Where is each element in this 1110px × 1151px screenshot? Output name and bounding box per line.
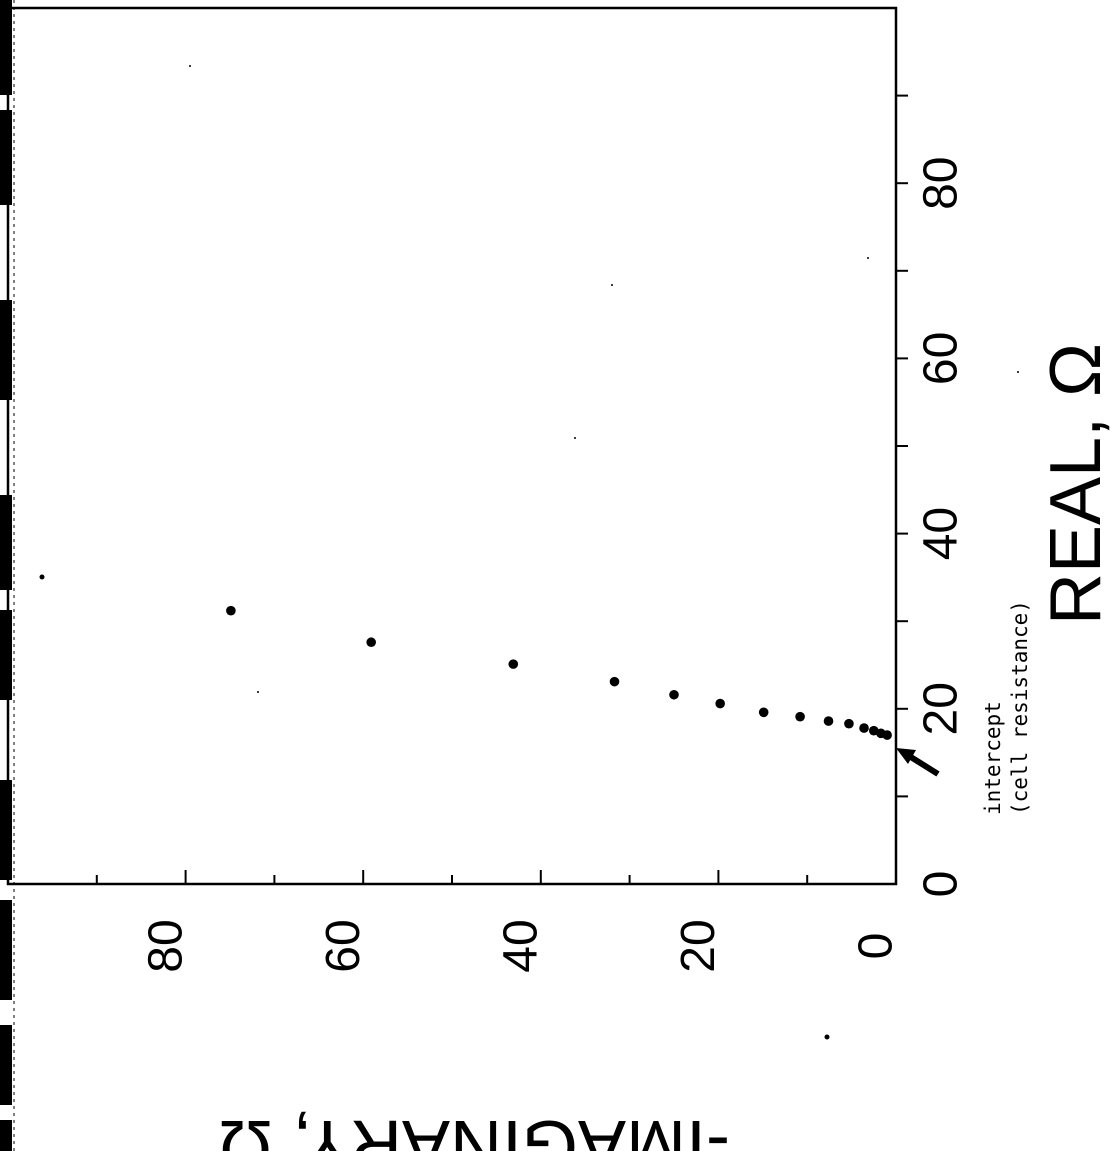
data-point [795, 711, 805, 722]
film-edge-strip [0, 0, 15, 1151]
x-axis-title: REAL, Ω [1036, 343, 1110, 625]
plot-frame [6, 6, 898, 886]
data-point [609, 676, 620, 687]
real-tick-label: 0 [915, 871, 968, 898]
annotation-line-1: intercept [981, 701, 1005, 815]
y-axis-ticks: 0 20 40 60 80 [95, 870, 903, 973]
data-point [669, 689, 679, 700]
data-points [226, 605, 892, 740]
data-point [859, 723, 869, 733]
imag-tick-label: 60 [317, 919, 370, 972]
x-axis-ticks: 0 20 40 60 80 [896, 94, 968, 898]
y-axis-title: -IMAGINARY, Ω [219, 1105, 730, 1151]
data-point [758, 707, 769, 718]
imag-tick-label: 40 [494, 919, 547, 972]
data-point [366, 637, 376, 648]
real-tick-label: 60 [915, 332, 968, 385]
data-point [823, 716, 834, 726]
imag-tick-label: 0 [850, 933, 903, 960]
data-point [715, 698, 725, 709]
annotation-line-2: (cell resistance) [1008, 600, 1032, 815]
real-tick-label: 40 [915, 507, 968, 560]
imag-tick-label: 20 [672, 919, 725, 972]
scan-specks [39, 65, 1019, 1040]
real-tick-label: 80 [915, 157, 968, 210]
real-tick-label: 20 [915, 682, 968, 735]
data-point [869, 725, 879, 736]
data-point [844, 718, 854, 729]
imag-tick-label: 80 [139, 919, 192, 972]
data-point [226, 605, 236, 616]
data-point [508, 659, 519, 669]
intercept-arrow-icon [896, 748, 940, 777]
